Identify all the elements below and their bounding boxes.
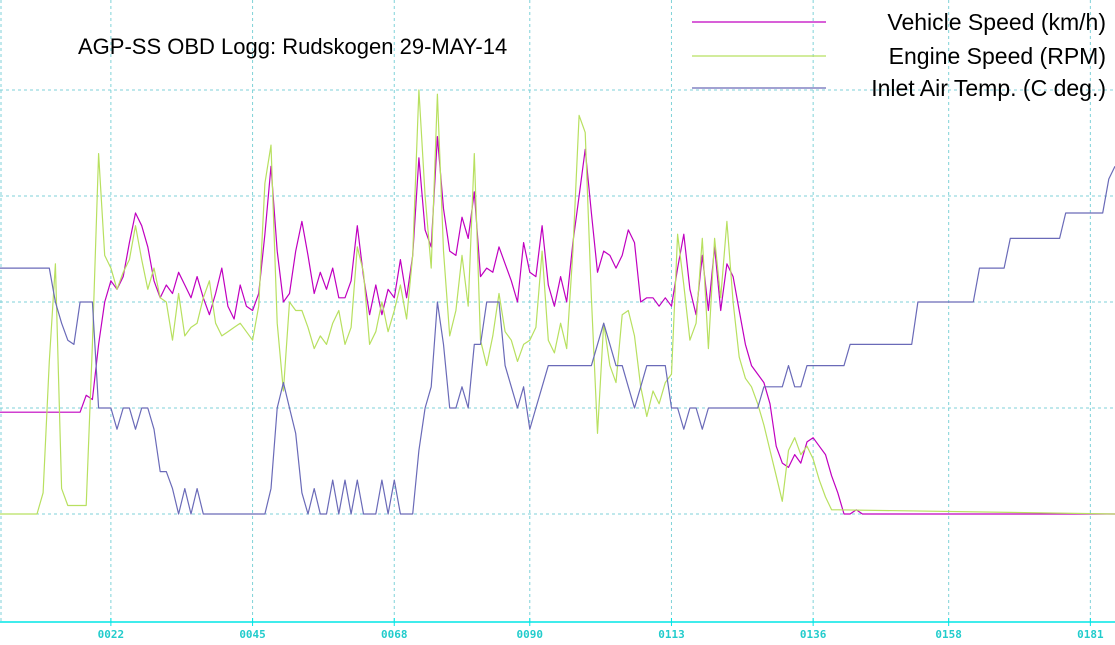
x-tick-label: 0113 (658, 628, 685, 641)
x-tick-label: 0068 (381, 628, 408, 641)
legend-label-vehicle-speed-km-h: Vehicle Speed (km/h) (887, 9, 1106, 35)
series-line-vehicle-speed-km-h (0, 136, 1115, 515)
legend-label-inlet-air-temp-c-deg: Inlet Air Temp. (C deg.) (871, 75, 1106, 101)
x-tick-label: 0022 (98, 628, 125, 641)
x-tick-label: 0181 (1077, 628, 1104, 641)
x-tick-label: 0090 (517, 628, 544, 641)
x-tick-label: 0158 (935, 628, 962, 641)
x-axis: 0022 0045 0068 0090 0113 0136 0158 0181 (0, 618, 1115, 641)
legend-label-engine-speed-rpm: Engine Speed (RPM) (889, 43, 1106, 69)
x-tick-label: 0136 (800, 628, 827, 641)
series-lines (0, 89, 1115, 515)
legend: Vehicle Speed (km/h) Engine Speed (RPM) In… (692, 9, 1106, 101)
series-line-inlet-air-temp-c-deg (0, 166, 1115, 515)
chart-title: AGP-SS OBD Logg: Rudskogen 29-MAY-14 (78, 34, 507, 59)
series-line-engine-speed-rpm (0, 89, 1115, 515)
x-tick-label: 0045 (239, 628, 266, 641)
grid (0, 0, 1115, 622)
